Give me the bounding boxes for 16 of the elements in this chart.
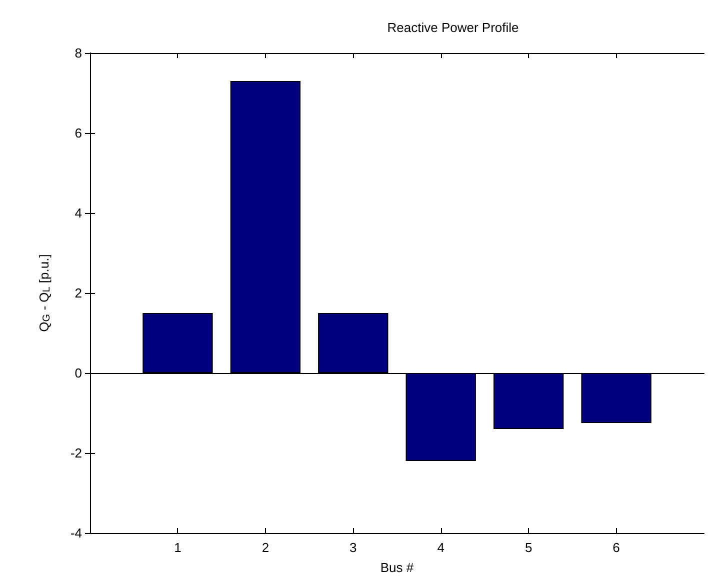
y-tick-label: 2: [74, 286, 82, 300]
y-tick-label: 6: [74, 126, 82, 140]
x-tick-label: 5: [524, 540, 532, 555]
x-tick-label: 6: [612, 540, 620, 555]
x-tick-label: 1: [174, 540, 182, 555]
x-tick-label: 3: [350, 540, 357, 555]
chart-title: Reactive Power Profile: [387, 20, 519, 35]
y-tick-label: -2: [70, 446, 82, 460]
y-tick-label: 0: [74, 366, 82, 380]
x-axis-title: Bus #: [380, 560, 414, 575]
y-tick-label: 8: [74, 46, 82, 60]
x-tick-label: 2: [262, 540, 270, 555]
x-tick-label: 4: [437, 540, 444, 555]
y-axis-title: QG - QL [p.u.]: [36, 254, 52, 332]
y-tick-label: 4: [74, 206, 82, 220]
y-tick-label: -4: [70, 526, 82, 540]
